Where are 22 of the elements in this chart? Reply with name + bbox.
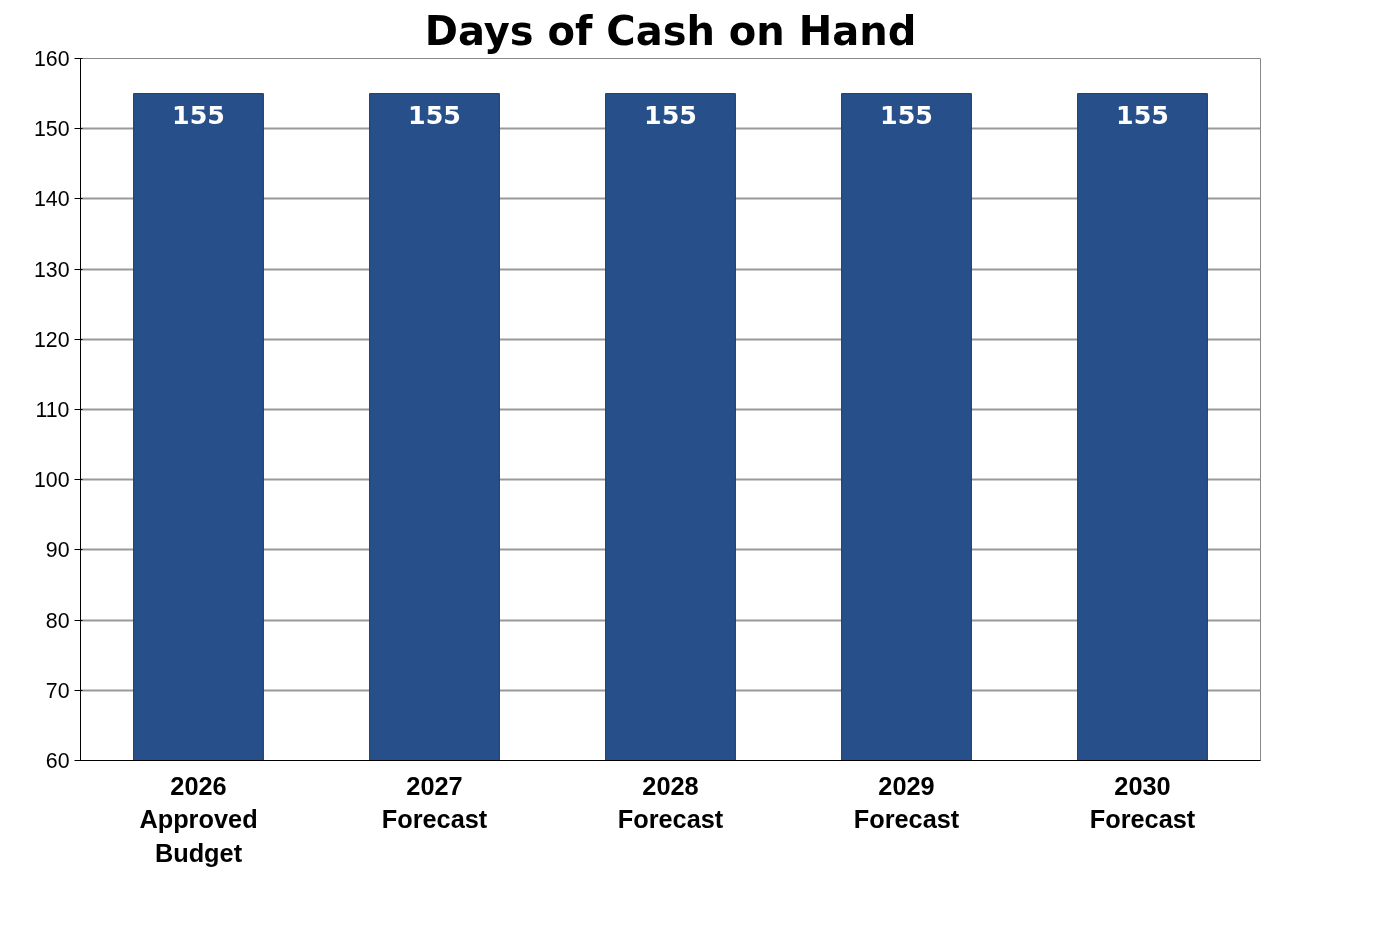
y-tick-label: 80: [45, 608, 70, 633]
y-tick-label: 140: [33, 187, 70, 212]
y-tick-label: 60: [45, 749, 70, 773]
y-tick-label: 130: [33, 257, 70, 282]
x-tick-label: 2030 Forecast: [1089, 771, 1196, 834]
data-label: 155: [880, 99, 933, 130]
data-label: 155: [644, 99, 697, 130]
data-label: 155: [408, 99, 461, 130]
x-tick-label: 2028 Forecast: [617, 771, 724, 834]
data-label: 155: [172, 99, 225, 130]
y-tick-label: 120: [33, 327, 70, 352]
x-tick-label: 2029 Forecast: [853, 771, 960, 834]
chart-title: Days of Cash on Hand: [424, 7, 917, 54]
x-tick-label: 2027 Forecast: [381, 771, 488, 834]
y-tick-label: 100: [33, 468, 70, 493]
y-tick-label: 70: [45, 678, 70, 703]
data-label: 155: [1116, 99, 1169, 130]
y-tick-label: 90: [45, 538, 70, 563]
y-tick-label: 160: [33, 47, 70, 71]
y-tick-label: 150: [33, 117, 70, 142]
x-tick-label: 2026 Approved Budget: [139, 771, 258, 867]
y-tick-label: 110: [35, 398, 70, 422]
